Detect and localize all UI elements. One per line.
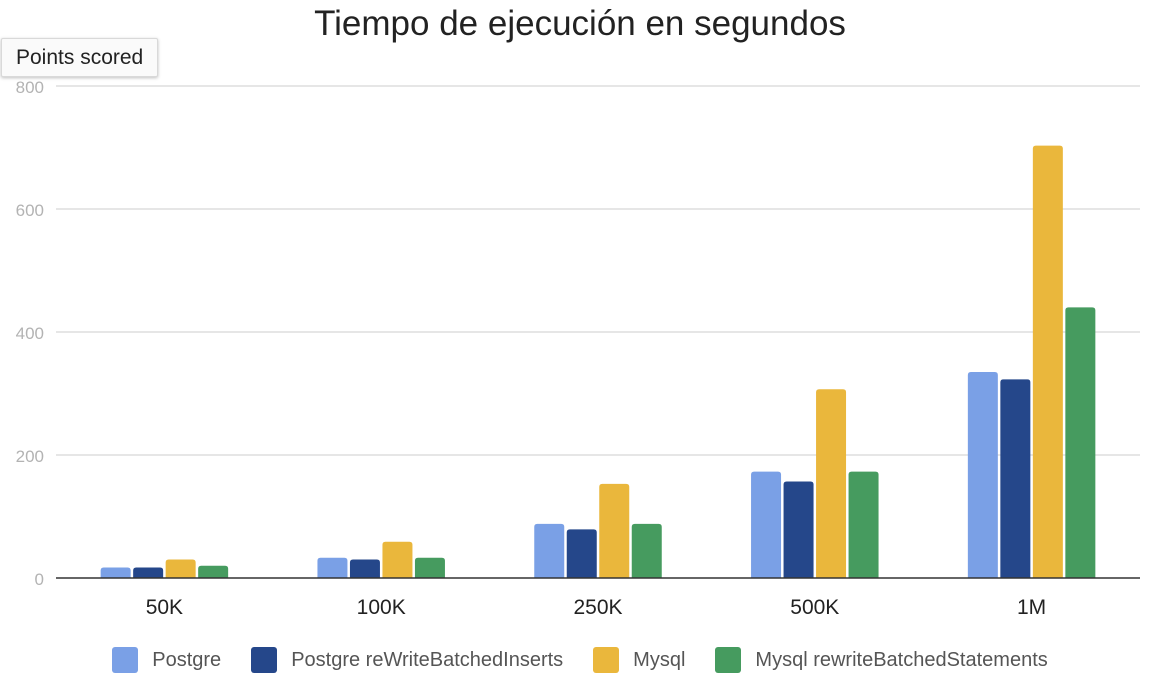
- bar: [133, 567, 164, 578]
- bar: [165, 559, 196, 578]
- bar: [631, 523, 662, 578]
- bar: [1065, 307, 1096, 578]
- legend-label: Postgre reWriteBatchedInserts: [291, 648, 564, 671]
- chart-title: Tiempo de ejecución en segundos: [314, 4, 846, 43]
- bar: [967, 371, 998, 578]
- bar: [848, 471, 879, 578]
- y-tick-label: 600: [16, 201, 44, 220]
- bar: [1032, 145, 1063, 578]
- y-tick-label: 400: [16, 324, 44, 343]
- bar: [816, 389, 847, 578]
- x-tick-label: 500K: [790, 596, 839, 619]
- x-tick-label: 1M: [1017, 596, 1046, 619]
- legend: Postgre Postgre reWriteBatchedInserts Mysq…: [0, 644, 1160, 676]
- legend-label: Mysql rewriteBatchedStatements: [755, 648, 1048, 671]
- x-tick-label: 100K: [357, 596, 406, 619]
- bar: [317, 557, 348, 578]
- bar: [599, 483, 630, 578]
- x-tick-label: 250K: [573, 596, 622, 619]
- legend-label: Mysql: [633, 648, 686, 671]
- tooltip: Points scored: [1, 38, 159, 77]
- bar-chart: 0 200 400 600 800 50K 100K 250K 500K 1M: [16, 78, 1140, 619]
- y-tick-label: 200: [16, 447, 44, 466]
- x-tick-label: 50K: [146, 596, 183, 619]
- legend-swatch: [593, 647, 620, 673]
- y-tick-label: 800: [16, 78, 44, 97]
- legend-item: Mysql: [593, 647, 685, 673]
- bar: [100, 567, 131, 578]
- bar: [566, 529, 597, 578]
- legend-item: Postgre reWriteBatchedInserts: [251, 647, 563, 673]
- bar: [751, 471, 782, 578]
- bar: [1000, 379, 1031, 578]
- legend-swatch: [112, 647, 139, 673]
- legend-swatch: [715, 647, 742, 673]
- bar: [534, 523, 565, 578]
- bar: [198, 565, 229, 578]
- legend-swatch: [251, 647, 278, 673]
- legend-item: Postgre: [112, 647, 221, 673]
- bar: [382, 541, 413, 578]
- legend-label: Postgre: [152, 648, 222, 671]
- bar: [783, 481, 814, 578]
- y-tick-label: 0: [35, 570, 44, 589]
- bar: [414, 557, 445, 578]
- legend-item: Mysql rewriteBatchedStatements: [715, 647, 1048, 673]
- bar: [349, 559, 380, 578]
